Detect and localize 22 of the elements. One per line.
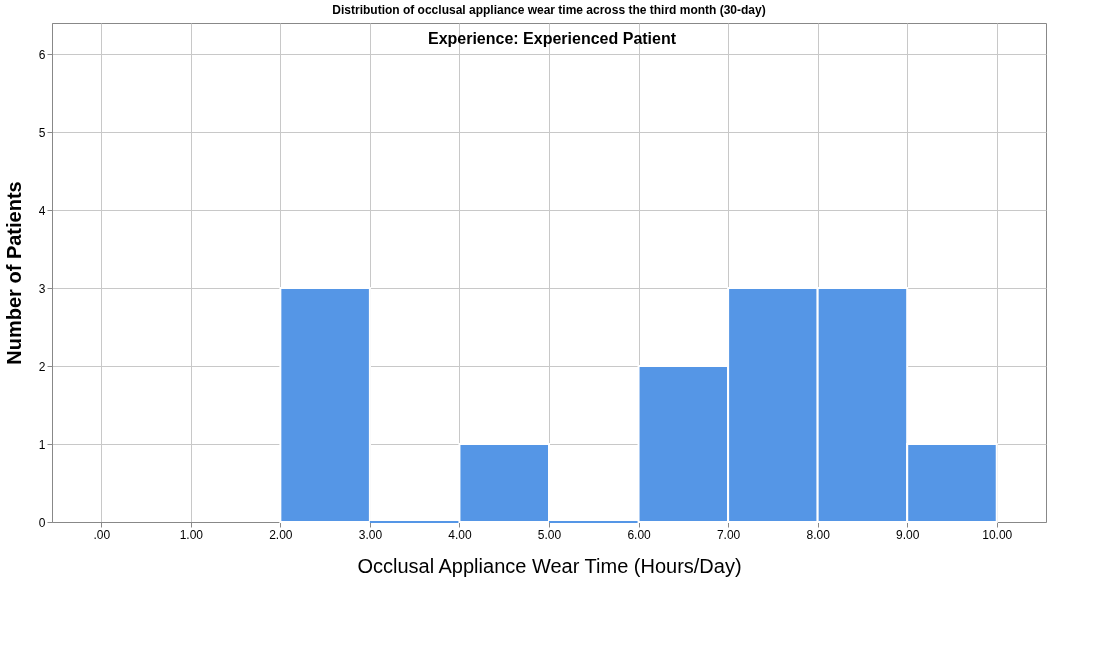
x-tick-label: 6.00 xyxy=(627,527,652,542)
x-tick-label: 7.00 xyxy=(716,527,741,542)
x-tick-label: 5.00 xyxy=(537,527,562,542)
y-tick-label: 4 xyxy=(38,203,46,218)
y-tick-label: 6 xyxy=(38,47,46,62)
x-tick-label: 3.00 xyxy=(358,527,383,542)
y-tick-label: 3 xyxy=(38,281,46,296)
x-tick-label: 4.00 xyxy=(448,527,472,542)
annotation: Experience: Experienced Patient xyxy=(427,30,677,47)
x-tick-label: 1.00 xyxy=(179,527,204,542)
x-axis-title: Occlusal Appliance Wear Time (Hours/Day) xyxy=(357,554,742,577)
y-axis-title: Number of Patients xyxy=(2,181,25,365)
chart-title: Distribution of occlusal appliance wear time across the third month (30-day) xyxy=(332,3,766,17)
y-tick-label: 1 xyxy=(38,437,46,452)
x-tick-label: .00 xyxy=(93,527,111,542)
x-tick-label: 8.00 xyxy=(806,527,831,542)
x-tick-label: 9.00 xyxy=(896,527,920,542)
x-tick-label: 10.00 xyxy=(982,527,1013,542)
y-tick-label: 2 xyxy=(38,359,46,374)
y-tick-label: 0 xyxy=(38,515,46,530)
y-tick-label: 5 xyxy=(38,125,46,140)
x-tick-label: 2.00 xyxy=(269,527,293,542)
